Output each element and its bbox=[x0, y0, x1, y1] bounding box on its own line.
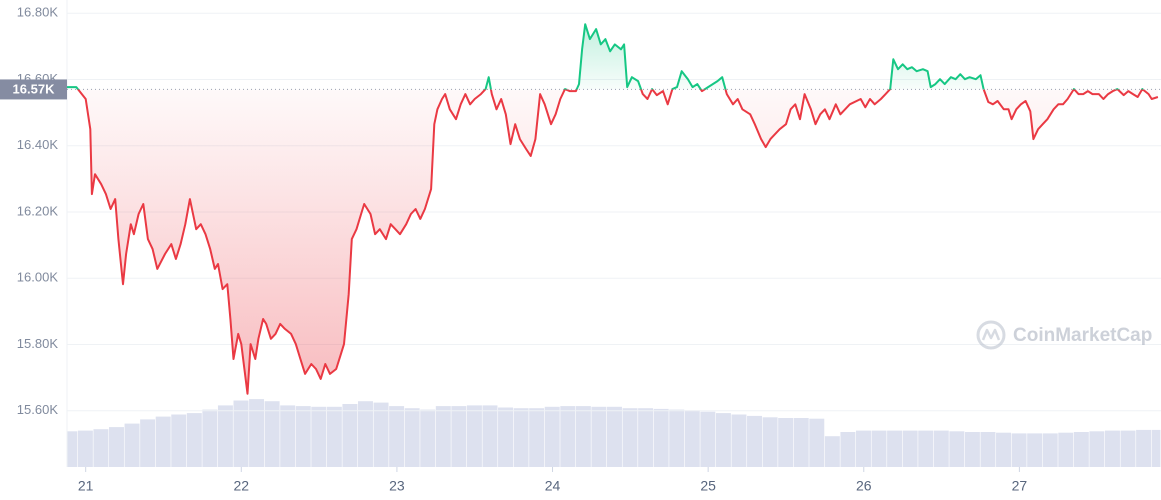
volume-bar bbox=[1151, 429, 1161, 467]
volume-bar bbox=[980, 432, 996, 467]
y-tick-label: 16.00K bbox=[17, 270, 59, 285]
volume-bar bbox=[155, 416, 171, 467]
reference-label: 16.57K bbox=[13, 81, 56, 96]
volume-bar bbox=[855, 430, 871, 467]
volume-bar bbox=[591, 406, 607, 467]
x-tick-label: 21 bbox=[78, 478, 94, 494]
volume-bar bbox=[996, 432, 1012, 467]
volume-bar bbox=[575, 406, 591, 467]
volume-bar bbox=[747, 415, 763, 467]
volume-bar bbox=[1089, 431, 1105, 467]
volume-bar bbox=[358, 401, 373, 467]
volume-bar bbox=[513, 408, 529, 467]
reference-badge bbox=[0, 79, 67, 100]
volume-bar bbox=[840, 432, 856, 467]
volume-layer bbox=[67, 399, 1161, 467]
volume-bar bbox=[109, 427, 124, 467]
volume-bar bbox=[871, 430, 887, 467]
x-tick-label: 25 bbox=[700, 478, 716, 494]
volume-bar bbox=[1073, 432, 1089, 467]
volume-bar bbox=[887, 430, 903, 467]
volume-bar bbox=[233, 400, 249, 467]
volume-bar bbox=[326, 406, 342, 467]
volume-bar bbox=[793, 418, 809, 467]
volume-bar bbox=[638, 408, 654, 467]
volume-bar bbox=[389, 406, 405, 467]
volume-bar bbox=[778, 418, 794, 467]
volume-bar bbox=[435, 406, 451, 467]
volume-bar bbox=[715, 413, 731, 467]
volume-bar bbox=[280, 405, 296, 467]
volume-bar bbox=[342, 404, 358, 467]
volume-bar bbox=[1027, 433, 1043, 467]
volume-bar bbox=[933, 430, 949, 467]
price-layer bbox=[67, 23, 1161, 395]
price-line bbox=[67, 23, 1159, 395]
volume-bar bbox=[466, 405, 482, 467]
volume-bar bbox=[77, 430, 93, 467]
volume-bar bbox=[264, 401, 280, 467]
volume-bar bbox=[420, 409, 436, 467]
volume-bar bbox=[949, 431, 965, 467]
volume-bar bbox=[217, 405, 233, 467]
watermark-logo bbox=[976, 320, 1006, 350]
volume-bar bbox=[1104, 430, 1120, 467]
volume-bar bbox=[1136, 429, 1152, 467]
volume-bar bbox=[404, 408, 420, 467]
y-tick-label: 16.20K bbox=[17, 203, 59, 218]
volume-bar bbox=[560, 406, 576, 467]
volume-bar bbox=[498, 407, 514, 467]
volume-bar bbox=[93, 429, 109, 467]
volume-bar bbox=[529, 408, 545, 467]
axis-layer: 15.60K15.80K16.00K16.20K16.40K16.60K16.8… bbox=[0, 5, 1027, 494]
volume-bar bbox=[964, 432, 980, 467]
volume-bar bbox=[1058, 432, 1074, 467]
volume-bar bbox=[482, 405, 498, 467]
volume-bar bbox=[124, 423, 140, 467]
volume-bar bbox=[918, 430, 934, 467]
volume-bar bbox=[653, 408, 669, 467]
volume-bar bbox=[809, 418, 825, 467]
volume-bar bbox=[373, 402, 389, 467]
price-area bbox=[67, 24, 1158, 394]
volume-bar bbox=[171, 414, 187, 467]
watermark: CoinMarketCap bbox=[976, 320, 1152, 350]
watermark-logo-mark bbox=[981, 328, 1001, 341]
y-tick-label: 16.80K bbox=[17, 5, 59, 20]
volume-bar bbox=[140, 419, 156, 467]
volume-bar bbox=[451, 406, 467, 467]
watermark-text: CoinMarketCap bbox=[1013, 325, 1152, 346]
volume-bar bbox=[1120, 430, 1136, 467]
volume-bar bbox=[606, 406, 622, 467]
x-tick-label: 24 bbox=[545, 478, 561, 494]
volume-bar bbox=[1011, 433, 1027, 467]
volume-bar bbox=[311, 406, 327, 467]
y-tick-label: 15.80K bbox=[17, 336, 59, 351]
volume-bar bbox=[249, 399, 265, 467]
volume-bar bbox=[544, 406, 560, 467]
volume-bar bbox=[731, 414, 747, 467]
x-tick-label: 27 bbox=[1012, 478, 1028, 494]
x-tick-label: 26 bbox=[856, 478, 872, 494]
volume-bar bbox=[186, 413, 202, 467]
volume-bar bbox=[700, 411, 716, 467]
volume-bar bbox=[202, 409, 218, 467]
volume-bar bbox=[622, 408, 638, 467]
volume-bar bbox=[824, 436, 840, 467]
volume-bar bbox=[295, 406, 311, 467]
volume-bar bbox=[762, 417, 778, 467]
y-tick-label: 16.40K bbox=[17, 137, 59, 152]
volume-bar bbox=[669, 409, 685, 467]
volume-bar bbox=[684, 410, 700, 467]
x-tick-label: 22 bbox=[234, 478, 250, 494]
volume-bar bbox=[1042, 433, 1058, 467]
x-tick-label: 23 bbox=[389, 478, 405, 494]
volume-bar bbox=[67, 431, 78, 467]
y-tick-label: 15.60K bbox=[17, 402, 59, 417]
volume-bar bbox=[902, 430, 918, 467]
